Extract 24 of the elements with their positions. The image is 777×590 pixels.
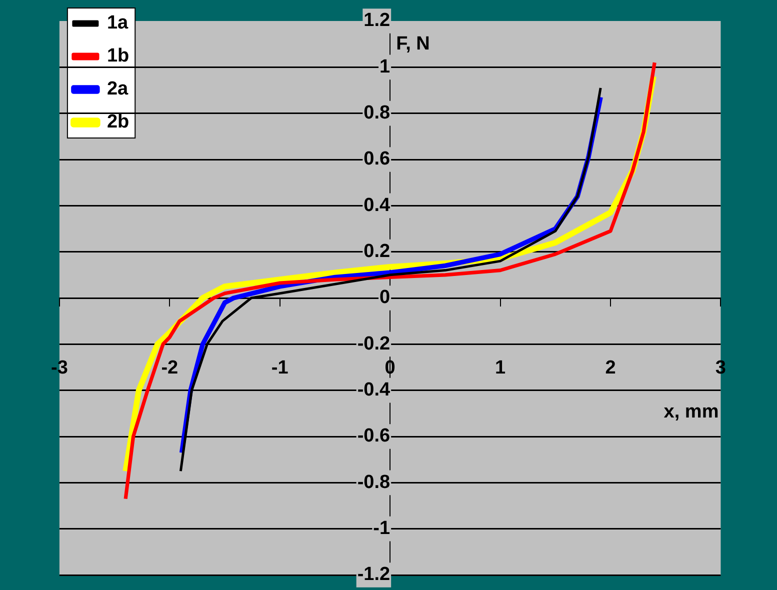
y-tick-label: -0.2 [357, 333, 390, 354]
legend-label: 2b [106, 112, 130, 133]
y-tick-label: 0.4 [364, 194, 391, 216]
y-tick-label: 0 [380, 287, 390, 308]
x-axis-title: x, mm [664, 402, 719, 423]
legend-label: 1a [106, 12, 129, 34]
y-axis-title: F, N [396, 33, 430, 54]
x-tick-label: -3 [50, 358, 68, 379]
y-tick-label: -1.2 [357, 564, 390, 586]
y-tick-label: -1 [373, 518, 391, 540]
x-tick-label: -1 [271, 358, 289, 379]
y-tick-label: 1.2 [364, 10, 390, 32]
legend-label: 2a [106, 78, 129, 100]
y-tick-label: 1 [380, 56, 391, 78]
y-tick-label: 0.8 [364, 102, 390, 124]
legend-label: 1b [106, 46, 130, 67]
x-tick-label: -2 [161, 358, 178, 379]
y-tick-label: -0.4 [357, 380, 391, 401]
y-tick-label: -0.6 [357, 426, 390, 447]
y-tick-label: 0.2 [364, 241, 390, 262]
y-tick-label: 0.6 [364, 148, 390, 170]
x-tick-label: 1 [495, 358, 506, 379]
x-tick-label: 2 [605, 358, 616, 379]
y-tick-label: -0.8 [357, 472, 390, 493]
